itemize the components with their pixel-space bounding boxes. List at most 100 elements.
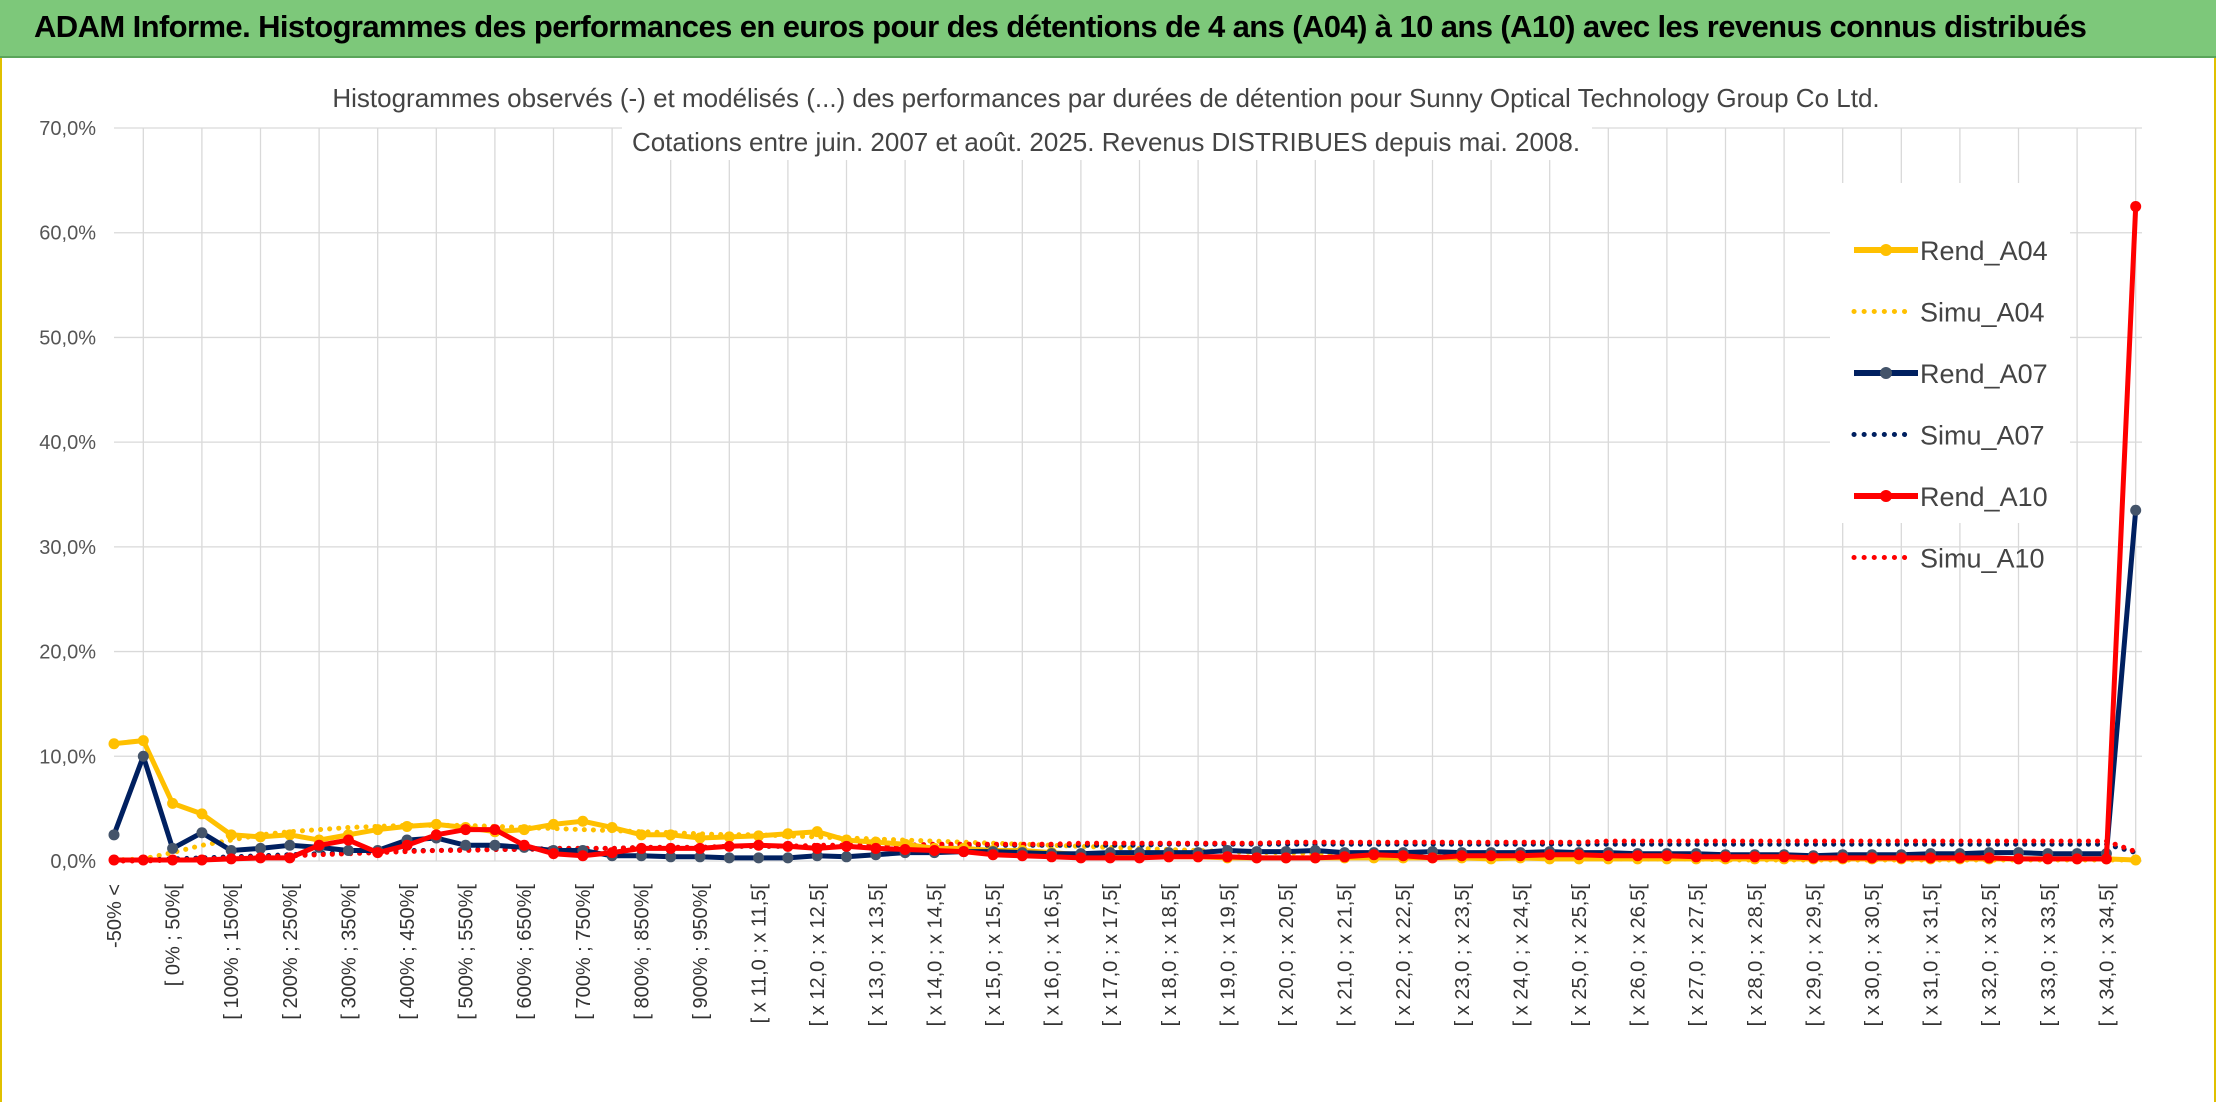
series-rend-a07 <box>108 504 2142 864</box>
data-point <box>1720 851 1731 863</box>
data-point <box>606 821 618 833</box>
data-point <box>1954 852 1966 864</box>
data-point <box>1251 852 1263 864</box>
data-point <box>225 829 237 841</box>
data-point <box>723 831 735 843</box>
legend-item: Rend_A04 <box>1854 236 2048 266</box>
x-tick-label: [ x 29,0 ; x 29,5[ <box>1803 884 1825 1027</box>
data-point <box>694 851 706 863</box>
data-point <box>1514 850 1526 862</box>
data-point <box>577 850 589 862</box>
horizontal-gridlines <box>114 127 2142 862</box>
data-point <box>1368 849 1380 861</box>
data-point <box>2013 853 2024 865</box>
data-point <box>225 853 237 865</box>
x-tick-label: [ x 30,0 ; x 30,5[ <box>1862 884 1884 1027</box>
data-point <box>196 854 208 866</box>
y-axis: 0,0% 10,0% 20,0% 30,0% 40,0% 50,0% 60,0% 70,0% <box>39 118 96 873</box>
data-point <box>694 842 706 854</box>
data-point <box>1866 852 1878 864</box>
y-tick-label: 0,0% <box>50 851 96 873</box>
data-point <box>1075 852 1087 864</box>
data-point <box>1221 851 1233 863</box>
data-point <box>841 840 852 852</box>
y-tick-label: 40,0% <box>39 432 96 454</box>
data-point <box>401 839 413 851</box>
x-tick-label: [ x 11,0 ; x 11,5[ <box>749 884 771 1024</box>
data-point <box>1895 852 1907 864</box>
legend-item: Simu_A04 <box>1851 298 2045 328</box>
data-point <box>548 848 559 860</box>
x-tick-label: [ x 16,0 ; x 16,5[ <box>1042 884 1064 1027</box>
data-point <box>635 829 647 841</box>
data-point <box>723 852 735 864</box>
x-tick-label: [ x 27,0 ; x 27,5[ <box>1686 884 1708 1027</box>
data-point <box>665 842 677 854</box>
y-tick-label: 70,0% <box>39 118 96 140</box>
data-point <box>108 854 120 866</box>
x-tick-label: [ x 20,0 ; x 20,5[ <box>1276 884 1298 1027</box>
legend: Rend_A04 Simu_A04 Rend_A07 Simu_A07 Rend_A10… <box>1830 183 2070 574</box>
data-point <box>137 750 149 762</box>
data-point <box>1485 850 1497 862</box>
data-point <box>1309 852 1321 864</box>
data-point <box>167 854 179 866</box>
data-point <box>196 827 208 839</box>
data-point <box>899 843 911 855</box>
x-tick-label: [ x 28,0 ; x 28,5[ <box>1745 884 1767 1027</box>
data-point <box>782 840 794 852</box>
x-tick-label: [ x 34,0 ; x 34,5[ <box>2096 884 2118 1027</box>
y-tick-label: 60,0% <box>39 223 96 245</box>
data-point <box>753 839 765 851</box>
data-point <box>987 849 999 861</box>
data-point <box>518 839 530 851</box>
y-tick-label: 20,0% <box>39 642 96 664</box>
report-header: ADAM Informe. Histogrammes des performan… <box>0 0 2216 58</box>
data-point <box>313 839 325 851</box>
histogram-chart: Histogrammes observés (-) et modélisés (… <box>39 80 2142 1027</box>
data-point <box>2130 201 2142 213</box>
legend-item: Simu_A07 <box>1851 421 2045 451</box>
legend-marker <box>1880 367 1892 379</box>
x-tick-label: [ 100% ; 150%[ <box>221 884 243 1020</box>
data-point <box>167 797 179 809</box>
x-tick-label: [ 600% ; 650%[ <box>514 884 536 1020</box>
x-tick-label: [ x 32,0 ; x 32,5[ <box>1979 884 2001 1027</box>
y-tick-label: 30,0% <box>39 537 96 559</box>
x-tick-label: [ 500% ; 550%[ <box>456 884 478 1020</box>
chart-title-line: Histogrammes observés (-) et modélisés (… <box>332 83 1879 113</box>
data-point <box>1280 852 1292 864</box>
data-point <box>1925 852 1937 864</box>
y-tick-label: 50,0% <box>39 327 96 349</box>
data-point <box>1602 850 1614 862</box>
data-point <box>255 852 266 864</box>
data-point <box>401 820 413 832</box>
data-point <box>1046 851 1058 863</box>
data-point <box>430 829 442 841</box>
data-point <box>1807 852 1819 864</box>
series-line <box>111 838 2139 864</box>
legend-marker <box>1880 244 1892 256</box>
data-point <box>1837 852 1849 864</box>
data-point <box>811 826 823 838</box>
data-point <box>1661 850 1673 862</box>
data-point <box>489 824 501 836</box>
data-point <box>2071 853 2083 865</box>
data-point <box>1192 851 1204 863</box>
data-point <box>108 829 120 841</box>
data-point <box>811 842 823 854</box>
legend-item: Simu_A10 <box>1851 544 2045 574</box>
x-tick-label: [ 0% ; 50%[ <box>163 884 185 987</box>
data-point <box>1778 851 1790 863</box>
data-point <box>2130 854 2142 866</box>
x-tick-label: [ x 24,0 ; x 24,5[ <box>1510 884 1532 1027</box>
data-point <box>1544 849 1556 861</box>
legend-label: Simu_A07 <box>1920 421 2045 451</box>
x-tick-label: [ 200% ; 250%[ <box>280 884 302 1020</box>
x-tick-label: [ x 14,0 ; x 14,5[ <box>924 884 946 1027</box>
data-point <box>635 842 647 854</box>
data-point <box>137 854 149 866</box>
x-tick-label: [ x 17,0 ; x 17,5[ <box>1100 884 1122 1027</box>
legend-label: Rend_A10 <box>1920 482 2048 512</box>
data-point <box>1632 850 1644 862</box>
